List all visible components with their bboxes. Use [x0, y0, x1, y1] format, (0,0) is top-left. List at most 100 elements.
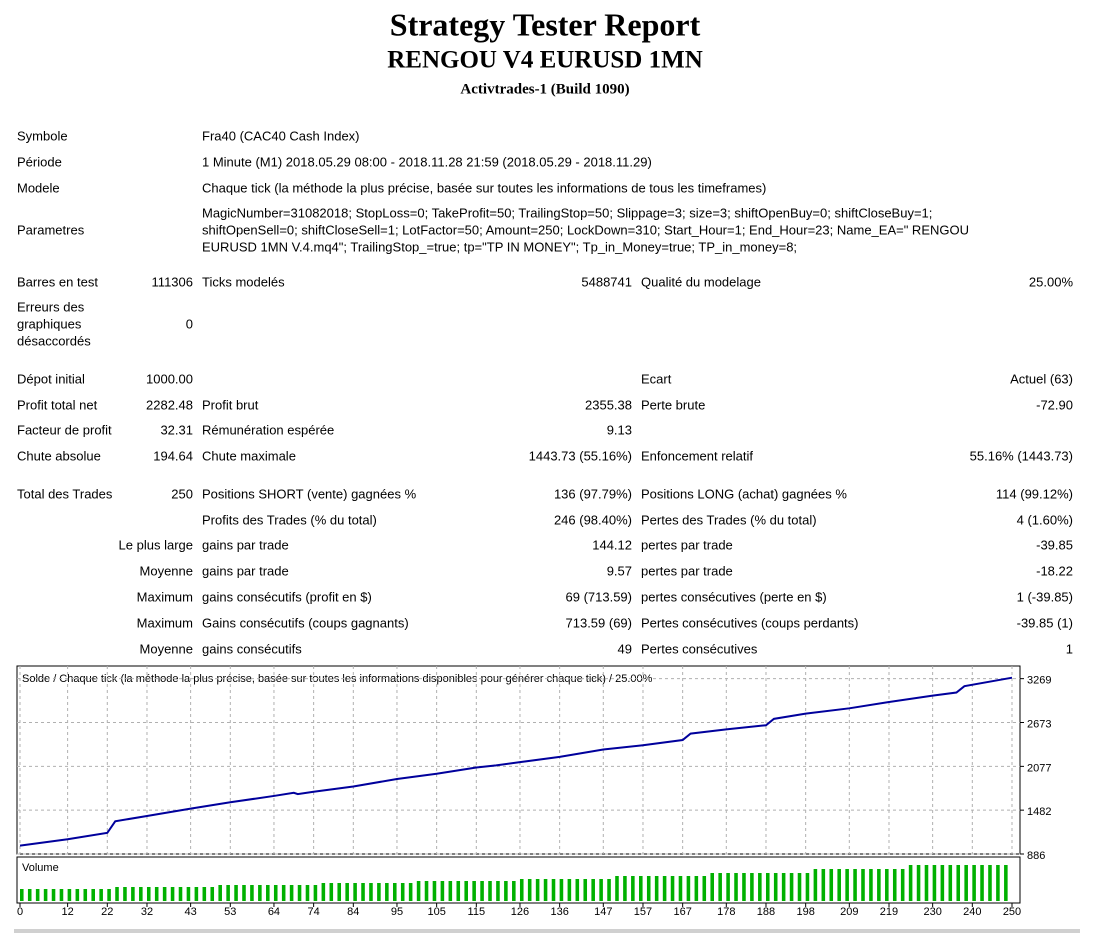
- volume-bar: [908, 865, 913, 901]
- x-tick-label: 95: [391, 906, 403, 918]
- volume-bar: [162, 887, 167, 901]
- field-label: Enfoncement relatif: [641, 448, 753, 463]
- volume-bar: [639, 876, 643, 901]
- volume-bar: [758, 873, 762, 901]
- volume-bar: [726, 873, 730, 901]
- volume-bar: [99, 889, 103, 901]
- field-label: Total des Trades: [17, 486, 113, 501]
- volume-bar: [115, 887, 119, 901]
- volume-bar: [504, 881, 508, 901]
- volume-bar: [242, 885, 246, 901]
- volume-bar: [631, 876, 635, 901]
- field-label: Qualité du modelage: [641, 274, 761, 289]
- field-label: Profits des Trades (% du total): [202, 512, 377, 527]
- volume-bar: [83, 889, 88, 901]
- volume-bar: [765, 873, 770, 901]
- volume-bar: [773, 873, 778, 901]
- field-label: Profit total net: [17, 397, 98, 412]
- balance-line: [19, 676, 1013, 847]
- volume-bar: [448, 881, 453, 901]
- field-value: 49: [618, 641, 632, 656]
- volume-bar: [250, 885, 254, 901]
- volume-bar: [877, 869, 881, 901]
- volume-bar: [139, 887, 143, 901]
- volume-panel: [16, 856, 1021, 904]
- volume-bar: [488, 881, 492, 901]
- volume-bar: [496, 881, 500, 901]
- field-value: 111306: [152, 274, 193, 289]
- x-tick-label: 22: [101, 906, 113, 918]
- volume-bar: [186, 887, 191, 901]
- volume-bar: [924, 865, 929, 901]
- volume-bar: [607, 879, 611, 901]
- field-label: Le plus large: [119, 537, 193, 552]
- field-label: gains consécutifs (profit en $): [202, 589, 372, 604]
- balance-panel: [16, 665, 1021, 855]
- volume-bar: [718, 873, 722, 901]
- volume-bar: [266, 885, 270, 901]
- volume-bar: [43, 889, 48, 901]
- field-label: Facteur de profit: [17, 422, 112, 437]
- volume-bar: [702, 876, 707, 901]
- field-value: -39.85 (1): [1017, 615, 1073, 630]
- volume-bar: [321, 883, 326, 901]
- field-label: 1 Minute (M1) 2018.05.29 08:00 - 2018.11…: [202, 154, 652, 169]
- field-label: Moyenne: [140, 641, 193, 656]
- volume-bar: [273, 885, 278, 901]
- field-label: Maximum: [137, 615, 193, 630]
- volume-bar: [202, 887, 207, 901]
- volume-bar: [408, 883, 413, 901]
- field-label: Positions LONG (achat) gagnées %: [641, 486, 847, 501]
- x-tick-label: 250: [1003, 906, 1021, 918]
- y-tick-label: 2077: [1027, 762, 1051, 774]
- field-label: Profit brut: [202, 397, 259, 412]
- field-label: Pertes consécutives: [641, 641, 758, 656]
- x-tick-label: 198: [796, 906, 814, 918]
- volume-bar: [329, 883, 334, 901]
- volume-bar: [591, 879, 595, 901]
- volume-bar: [472, 881, 476, 901]
- volume-bar: [599, 879, 603, 901]
- field-label: Ecart: [641, 371, 672, 386]
- field-label: Rémunération espérée: [202, 422, 334, 437]
- field-label: Maximum: [137, 589, 193, 604]
- volume-bar: [694, 876, 699, 901]
- volume-bar: [353, 883, 357, 901]
- volume-bar: [480, 881, 484, 901]
- volume-bar: [258, 885, 262, 901]
- x-tick-label: 64: [268, 906, 280, 918]
- volume-bar: [996, 865, 1000, 901]
- volume-bar: [885, 869, 889, 901]
- volume-bar: [75, 889, 80, 901]
- field-value: 1443.73 (55.16%): [529, 448, 632, 463]
- field-value: Actuel (63): [1010, 371, 1073, 386]
- footer-bar: [14, 929, 1080, 933]
- x-tick-label: 43: [184, 906, 196, 918]
- field-label: Pertes consécutives (coups perdants): [641, 615, 859, 630]
- volume-bar: [123, 887, 127, 901]
- volume-bar: [988, 865, 992, 901]
- volume-bar: [377, 883, 381, 901]
- y-tick-label: 2673: [1027, 718, 1051, 730]
- volume-bar: [750, 873, 754, 901]
- volume-bar: [813, 869, 818, 901]
- field-value: 250: [171, 486, 193, 501]
- volume-bar: [583, 879, 588, 901]
- volume-bar: [670, 876, 675, 901]
- volume-bar: [154, 887, 159, 901]
- volume-bar: [892, 869, 897, 901]
- volume-bar: [146, 887, 151, 901]
- field-value: 713.59 (69): [566, 615, 633, 630]
- volume-bar: [575, 879, 580, 901]
- field-label: Ticks modelés: [202, 274, 285, 289]
- x-tick-label: 32: [141, 906, 153, 918]
- x-tick-label: 115: [468, 906, 486, 918]
- volume-bar: [567, 879, 572, 901]
- x-tick-label: 136: [550, 906, 568, 918]
- volume-bar: [305, 885, 310, 901]
- field-label: désaccordés: [17, 333, 91, 348]
- x-tick-label: 219: [880, 906, 898, 918]
- field-label: Pertes des Trades (% du total): [641, 512, 817, 527]
- x-tick-label: 147: [594, 906, 612, 918]
